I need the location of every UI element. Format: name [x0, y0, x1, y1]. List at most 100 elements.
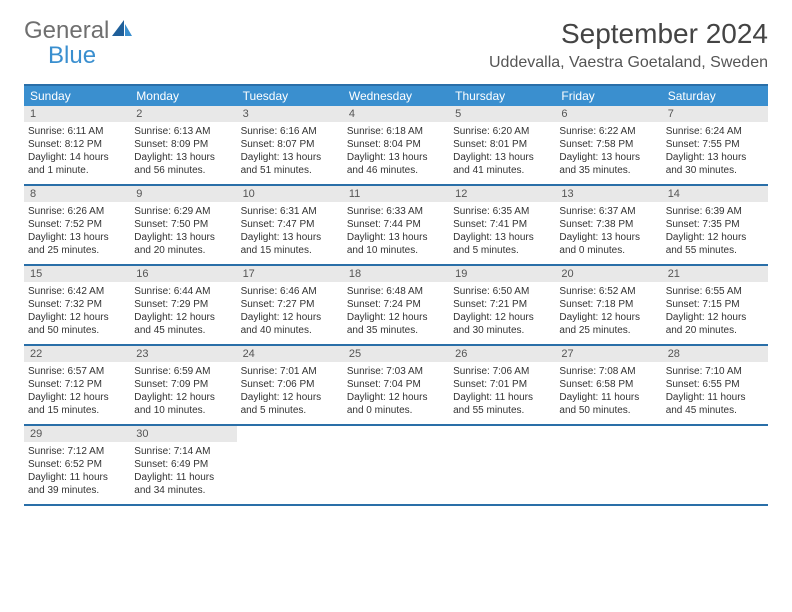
- day-cell: 12Sunrise: 6:35 AMSunset: 7:41 PMDayligh…: [449, 186, 555, 264]
- brand-logo: General Blue: [24, 18, 134, 68]
- daylight-text: Daylight: 12 hours and 55 minutes.: [666, 231, 764, 257]
- sunset-text: Sunset: 7:18 PM: [559, 298, 657, 311]
- sunrise-text: Sunrise: 6:22 AM: [559, 125, 657, 138]
- day-cell: 19Sunrise: 6:50 AMSunset: 7:21 PMDayligh…: [449, 266, 555, 344]
- sunset-text: Sunset: 7:35 PM: [666, 218, 764, 231]
- day-cell: 26Sunrise: 7:06 AMSunset: 7:01 PMDayligh…: [449, 346, 555, 424]
- day-body: Sunrise: 7:03 AMSunset: 7:04 PMDaylight:…: [343, 362, 449, 421]
- sunrise-text: Sunrise: 6:52 AM: [559, 285, 657, 298]
- day-cell: 9Sunrise: 6:29 AMSunset: 7:50 PMDaylight…: [130, 186, 236, 264]
- sunrise-text: Sunrise: 6:55 AM: [666, 285, 764, 298]
- day-number: 27: [555, 346, 661, 362]
- daylight-text: Daylight: 12 hours and 20 minutes.: [666, 311, 764, 337]
- day-cell: 5 Sunrise: 6:20 AMSunset: 8:01 PMDaylight…: [449, 106, 555, 184]
- sunrise-text: Sunrise: 6:59 AM: [134, 365, 232, 378]
- day-number: 30: [130, 426, 236, 442]
- sunset-text: Sunset: 6:55 PM: [666, 378, 764, 391]
- day-body: Sunrise: 6:26 AMSunset: 7:52 PMDaylight:…: [24, 202, 130, 261]
- sunset-text: Sunset: 7:01 PM: [453, 378, 551, 391]
- weeks-container: 1Sunrise: 6:11 AMSunset: 8:12 PMDaylight…: [24, 106, 768, 506]
- daylight-text: Daylight: 13 hours and 30 minutes.: [666, 151, 764, 177]
- sunrise-text: Sunrise: 6:57 AM: [28, 365, 126, 378]
- week-row: 1Sunrise: 6:11 AMSunset: 8:12 PMDaylight…: [24, 106, 768, 186]
- sunrise-text: Sunrise: 7:08 AM: [559, 365, 657, 378]
- sunset-text: Sunset: 8:01 PM: [453, 138, 551, 151]
- sunset-text: Sunset: 7:21 PM: [453, 298, 551, 311]
- day-body: Sunrise: 6:59 AMSunset: 7:09 PMDaylight:…: [130, 362, 236, 421]
- day-cell: 13Sunrise: 6:37 AMSunset: 7:38 PMDayligh…: [555, 186, 661, 264]
- daylight-text: Daylight: 11 hours and 34 minutes.: [134, 471, 232, 497]
- sunrise-text: Sunrise: 6:29 AM: [134, 205, 232, 218]
- sunrise-text: Sunrise: 6:13 AM: [134, 125, 232, 138]
- day-body: Sunrise: 7:06 AMSunset: 7:01 PMDaylight:…: [449, 362, 555, 421]
- day-cell: 7Sunrise: 6:24 AMSunset: 7:55 PMDaylight…: [662, 106, 768, 184]
- day-cell: 21Sunrise: 6:55 AMSunset: 7:15 PMDayligh…: [662, 266, 768, 344]
- logo-text-blue: Blue: [48, 43, 134, 68]
- dow-cell: Sunday: [24, 86, 130, 106]
- daylight-text: Daylight: 13 hours and 41 minutes.: [453, 151, 551, 177]
- sunset-text: Sunset: 6:58 PM: [559, 378, 657, 391]
- sunset-text: Sunset: 7:29 PM: [134, 298, 232, 311]
- header: General Blue September 2024 Uddevalla, V…: [24, 18, 768, 72]
- day-cell: 15Sunrise: 6:42 AMSunset: 7:32 PMDayligh…: [24, 266, 130, 344]
- day-number: 15: [24, 266, 130, 282]
- sunrise-text: Sunrise: 6:50 AM: [453, 285, 551, 298]
- day-number: 9: [130, 186, 236, 202]
- sunset-text: Sunset: 7:55 PM: [666, 138, 764, 151]
- daylight-text: Daylight: 12 hours and 0 minutes.: [347, 391, 445, 417]
- sunset-text: Sunset: 7:15 PM: [666, 298, 764, 311]
- day-number: 13: [555, 186, 661, 202]
- day-body: Sunrise: 6:37 AMSunset: 7:38 PMDaylight:…: [555, 202, 661, 261]
- day-cell: 30Sunrise: 7:14 AMSunset: 6:49 PMDayligh…: [130, 426, 236, 504]
- daylight-text: Daylight: 11 hours and 55 minutes.: [453, 391, 551, 417]
- day-cell: 11Sunrise: 6:33 AMSunset: 7:44 PMDayligh…: [343, 186, 449, 264]
- day-number: 25: [343, 346, 449, 362]
- day-body: Sunrise: 6:44 AMSunset: 7:29 PMDaylight:…: [130, 282, 236, 341]
- logo-text-general: General: [24, 17, 109, 44]
- location-text: Uddevalla, Vaestra Goetaland, Sweden: [489, 54, 768, 72]
- dow-cell: Thursday: [449, 86, 555, 106]
- daylight-text: Daylight: 12 hours and 15 minutes.: [28, 391, 126, 417]
- dow-cell: Tuesday: [237, 86, 343, 106]
- day-number: 5: [449, 106, 555, 122]
- day-body: Sunrise: 6:55 AMSunset: 7:15 PMDaylight:…: [662, 282, 768, 341]
- sunset-text: Sunset: 7:44 PM: [347, 218, 445, 231]
- day-body: Sunrise: 6:42 AMSunset: 7:32 PMDaylight:…: [24, 282, 130, 341]
- daylight-text: Daylight: 13 hours and 0 minutes.: [559, 231, 657, 257]
- sunrise-text: Sunrise: 6:20 AM: [453, 125, 551, 138]
- day-cell: 6Sunrise: 6:22 AMSunset: 7:58 PMDaylight…: [555, 106, 661, 184]
- sunset-text: Sunset: 7:58 PM: [559, 138, 657, 151]
- sunset-text: Sunset: 7:12 PM: [28, 378, 126, 391]
- sunrise-text: Sunrise: 6:44 AM: [134, 285, 232, 298]
- day-body: Sunrise: 6:29 AMSunset: 7:50 PMDaylight:…: [130, 202, 236, 261]
- day-number: 6: [555, 106, 661, 122]
- day-cell: [237, 426, 343, 504]
- daylight-text: Daylight: 11 hours and 50 minutes.: [559, 391, 657, 417]
- daylight-text: Daylight: 12 hours and 5 minutes.: [241, 391, 339, 417]
- day-number: 28: [662, 346, 768, 362]
- sunset-text: Sunset: 7:09 PM: [134, 378, 232, 391]
- day-number: 26: [449, 346, 555, 362]
- day-cell: 1Sunrise: 6:11 AMSunset: 8:12 PMDaylight…: [24, 106, 130, 184]
- sunrise-text: Sunrise: 7:12 AM: [28, 445, 126, 458]
- daylight-text: Daylight: 12 hours and 25 minutes.: [559, 311, 657, 337]
- daylight-text: Daylight: 11 hours and 39 minutes.: [28, 471, 126, 497]
- day-body: Sunrise: 6:52 AMSunset: 7:18 PMDaylight:…: [555, 282, 661, 341]
- daylight-text: Daylight: 13 hours and 15 minutes.: [241, 231, 339, 257]
- day-number: 14: [662, 186, 768, 202]
- day-body: Sunrise: 7:10 AMSunset: 6:55 PMDaylight:…: [662, 362, 768, 421]
- day-number: 8: [24, 186, 130, 202]
- day-body: Sunrise: 6:24 AMSunset: 7:55 PMDaylight:…: [662, 122, 768, 181]
- day-number: 20: [555, 266, 661, 282]
- day-cell: 27 Sunrise: 7:08 AMSunset: 6:58 PMDayligh…: [555, 346, 661, 424]
- sunrise-text: Sunrise: 7:14 AM: [134, 445, 232, 458]
- sunrise-text: Sunrise: 6:37 AM: [559, 205, 657, 218]
- day-body: Sunrise: 6:13 AMSunset: 8:09 PMDaylight:…: [130, 122, 236, 181]
- day-number: 19: [449, 266, 555, 282]
- sunset-text: Sunset: 8:09 PM: [134, 138, 232, 151]
- day-number: 4: [343, 106, 449, 122]
- day-cell: 23Sunrise: 6:59 AMSunset: 7:09 PMDayligh…: [130, 346, 236, 424]
- day-number: 22: [24, 346, 130, 362]
- sunrise-text: Sunrise: 6:35 AM: [453, 205, 551, 218]
- sunset-text: Sunset: 7:04 PM: [347, 378, 445, 391]
